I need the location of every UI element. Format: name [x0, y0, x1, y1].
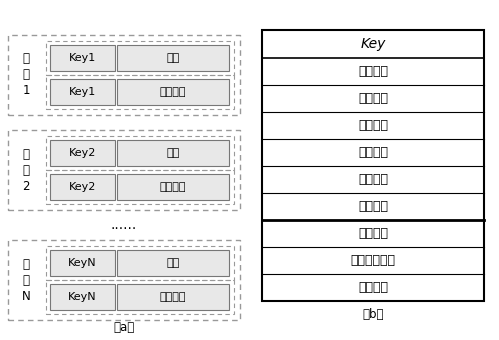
Bar — [117, 284, 229, 310]
Text: 加密方式: 加密方式 — [358, 173, 388, 186]
Text: 瓦
片
N: 瓦 片 N — [21, 257, 30, 303]
Text: 瓦片数据: 瓦片数据 — [160, 182, 186, 192]
Bar — [46, 41, 234, 75]
Bar — [117, 140, 229, 166]
Text: 访问次数: 访问次数 — [358, 281, 388, 294]
Bar — [8, 240, 240, 320]
Bar — [262, 30, 484, 301]
Text: 地理范围: 地理范围 — [358, 227, 388, 240]
Bar — [50, 250, 115, 276]
Text: 压缩方式: 压缩方式 — [358, 146, 388, 159]
Text: 索引: 索引 — [166, 148, 180, 158]
Text: 索引: 索引 — [166, 258, 180, 268]
Text: Key1: Key1 — [69, 87, 96, 97]
Bar — [8, 35, 240, 115]
Text: Key: Key — [360, 37, 386, 51]
Bar — [117, 45, 229, 71]
Bar — [50, 79, 115, 105]
Text: 存储时间: 存储时间 — [358, 200, 388, 213]
Text: 瓦
片
1: 瓦 片 1 — [22, 52, 30, 98]
Text: （a）: （a） — [113, 321, 135, 334]
Bar — [46, 246, 234, 280]
Text: 最后访问时间: 最后访问时间 — [350, 254, 396, 267]
Text: ......: ...... — [111, 218, 137, 232]
Text: KeyN: KeyN — [68, 292, 97, 302]
Bar — [46, 170, 234, 204]
Text: 数据类型: 数据类型 — [358, 119, 388, 132]
Bar — [46, 136, 234, 170]
Bar — [50, 284, 115, 310]
Text: 瓦
片
2: 瓦 片 2 — [22, 148, 30, 192]
Text: 偏移地址: 偏移地址 — [358, 65, 388, 78]
Bar — [46, 280, 234, 314]
Bar — [50, 45, 115, 71]
Bar — [117, 79, 229, 105]
Text: （b）: （b） — [362, 308, 384, 322]
Bar — [50, 174, 115, 200]
Text: Key1: Key1 — [69, 53, 96, 63]
Bar — [50, 140, 115, 166]
Text: 数据大小: 数据大小 — [358, 92, 388, 105]
Bar — [8, 130, 240, 210]
Text: 瓦片数据: 瓦片数据 — [160, 292, 186, 302]
Text: KeyN: KeyN — [68, 258, 97, 268]
Text: 瓦片数据: 瓦片数据 — [160, 87, 186, 97]
Bar — [117, 174, 229, 200]
Text: Key2: Key2 — [68, 182, 96, 192]
Bar — [46, 75, 234, 109]
Text: Key2: Key2 — [68, 148, 96, 158]
Text: 索引: 索引 — [166, 53, 180, 63]
Bar — [117, 250, 229, 276]
